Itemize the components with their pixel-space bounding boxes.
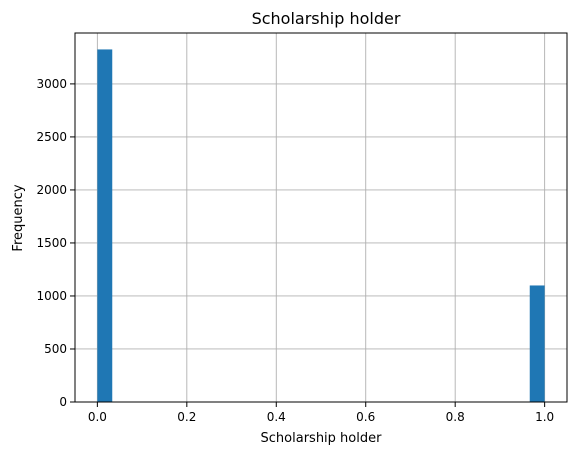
histogram-bar-0 bbox=[97, 49, 113, 403]
histogram-bar-1 bbox=[529, 285, 545, 402]
bars bbox=[97, 49, 545, 403]
grid-lines bbox=[75, 33, 567, 403]
x-tick-label: 1.0 bbox=[535, 410, 554, 424]
y-axis-label: Frequency bbox=[11, 184, 26, 251]
x-tick-label: 0.6 bbox=[356, 410, 375, 424]
axes: 0.0 0.2 0.4 0.6 0.8 1.0 0 500 1000 1500 2000 2500 30… bbox=[36, 32, 568, 424]
y-tick-label: 2500 bbox=[36, 130, 67, 144]
x-tick-label: 0.2 bbox=[177, 410, 196, 424]
y-tick-label: 0 bbox=[59, 395, 67, 409]
y-tick-label: 2000 bbox=[36, 183, 67, 197]
y-tick-label: 500 bbox=[44, 342, 67, 356]
x-tick-label: 0.4 bbox=[267, 410, 286, 424]
chart-title: Scholarship holder bbox=[252, 9, 401, 28]
y-tick-label: 3000 bbox=[36, 77, 67, 91]
y-tick-label: 1500 bbox=[36, 236, 67, 250]
x-tick-label: 0.0 bbox=[88, 410, 107, 424]
x-tick-label: 0.8 bbox=[446, 410, 465, 424]
x-axis-label: Scholarship holder bbox=[261, 431, 383, 446]
plot-frame bbox=[74, 32, 568, 403]
y-tick-label: 1000 bbox=[36, 289, 67, 303]
